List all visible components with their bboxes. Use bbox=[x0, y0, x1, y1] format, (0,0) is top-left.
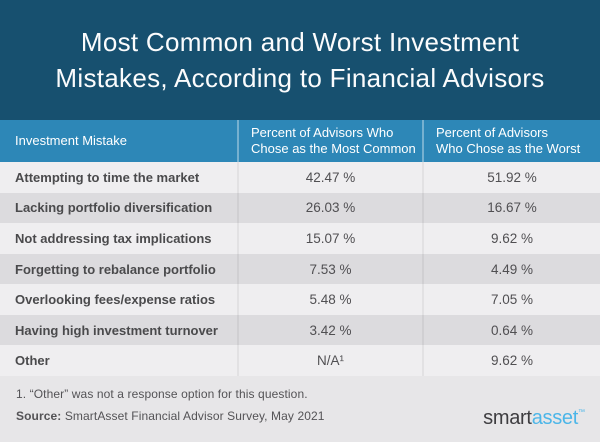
cell-worst: 7.05 % bbox=[422, 284, 600, 315]
source-text: SmartAsset Financial Advisor Survey, May… bbox=[61, 409, 325, 423]
cell-mistake: Other bbox=[15, 353, 50, 369]
table-row: Not addressing tax implications 15.07 % … bbox=[0, 223, 600, 254]
logo-smart-text: smart bbox=[483, 407, 532, 429]
cell-mistake: Overlooking fees/expense ratios bbox=[15, 292, 216, 308]
column-header-line2: Chose as the Most Common bbox=[251, 141, 416, 156]
table-row: Attempting to time the market 42.47 % 51… bbox=[0, 162, 600, 193]
cell-most-common: 7.53 % bbox=[237, 253, 422, 285]
table-row: Forgetting to rebalance portfolio 7.53 %… bbox=[0, 253, 600, 285]
column-header-line1: Percent of Advisors Who bbox=[251, 125, 394, 140]
table-header: Investment Mistake Percent of Advisors W… bbox=[0, 120, 600, 162]
cell-worst: 0.64 % bbox=[422, 314, 600, 346]
page-title-line1: Most Common and Worst Investment bbox=[80, 27, 520, 57]
logo-asset-text: asset bbox=[531, 407, 579, 429]
cell-most-common: N/A¹ bbox=[237, 345, 422, 377]
cell-most-common: 15.07 % bbox=[237, 223, 422, 254]
column-header-label: Investment Mistake bbox=[15, 133, 127, 148]
logo-trademark-icon: ™ bbox=[578, 409, 585, 416]
cell-most-common: 26.03 % bbox=[237, 192, 422, 224]
cell-mistake: Not addressing tax implications bbox=[15, 230, 212, 246]
page-title-line2: Mistakes, According to Financial Advisor… bbox=[55, 63, 545, 93]
cell-worst: 51.92 % bbox=[422, 162, 600, 193]
source-line: Source: SmartAsset Financial Advisor Sur… bbox=[16, 409, 584, 423]
column-header-line1: Percent of Advisors bbox=[436, 125, 548, 140]
column-header-worst: Percent of Advisors Who Chose as the Wor… bbox=[422, 120, 600, 162]
cell-worst: 16.67 % bbox=[422, 192, 600, 224]
column-header-investment-mistake: Investment Mistake bbox=[0, 120, 237, 162]
cell-worst: 9.62 % bbox=[422, 345, 600, 377]
footnote: 1. “Other” was not a response option for… bbox=[16, 387, 308, 401]
smartasset-logo: smartasset™ bbox=[483, 403, 585, 428]
cell-mistake: Forgetting to rebalance portfolio bbox=[15, 261, 216, 277]
cell-most-common: 42.47 % bbox=[237, 162, 422, 193]
footer-section: 1. “Other” was not a response option for… bbox=[0, 376, 600, 442]
table-row: Having high investment turnover 3.42 % 0… bbox=[0, 314, 600, 346]
cell-mistake: Having high investment turnover bbox=[15, 322, 218, 338]
table-body: Attempting to time the market 42.47 % 51… bbox=[0, 162, 600, 377]
cell-mistake: Lacking portfolio diversification bbox=[15, 200, 213, 216]
cell-worst: 9.62 % bbox=[422, 223, 600, 254]
cell-mistake: Attempting to time the market bbox=[15, 169, 200, 185]
cell-worst: 4.49 % bbox=[422, 253, 600, 285]
table-row: Other N/A¹ 9.62 % bbox=[0, 345, 600, 377]
column-header-line2: Who Chose as the Worst bbox=[436, 141, 581, 156]
column-header-most-common: Percent of Advisors Who Chose as the Mos… bbox=[237, 120, 422, 162]
cell-most-common: 3.42 % bbox=[237, 314, 422, 346]
title-section: Most Common and Worst Investment Mistake… bbox=[0, 0, 600, 120]
table-row: Overlooking fees/expense ratios 5.48 % 7… bbox=[0, 284, 600, 315]
cell-most-common: 5.48 % bbox=[237, 284, 422, 315]
source-label: Source: bbox=[16, 409, 62, 423]
table-row: Lacking portfolio diversification 26.03 … bbox=[0, 192, 600, 224]
